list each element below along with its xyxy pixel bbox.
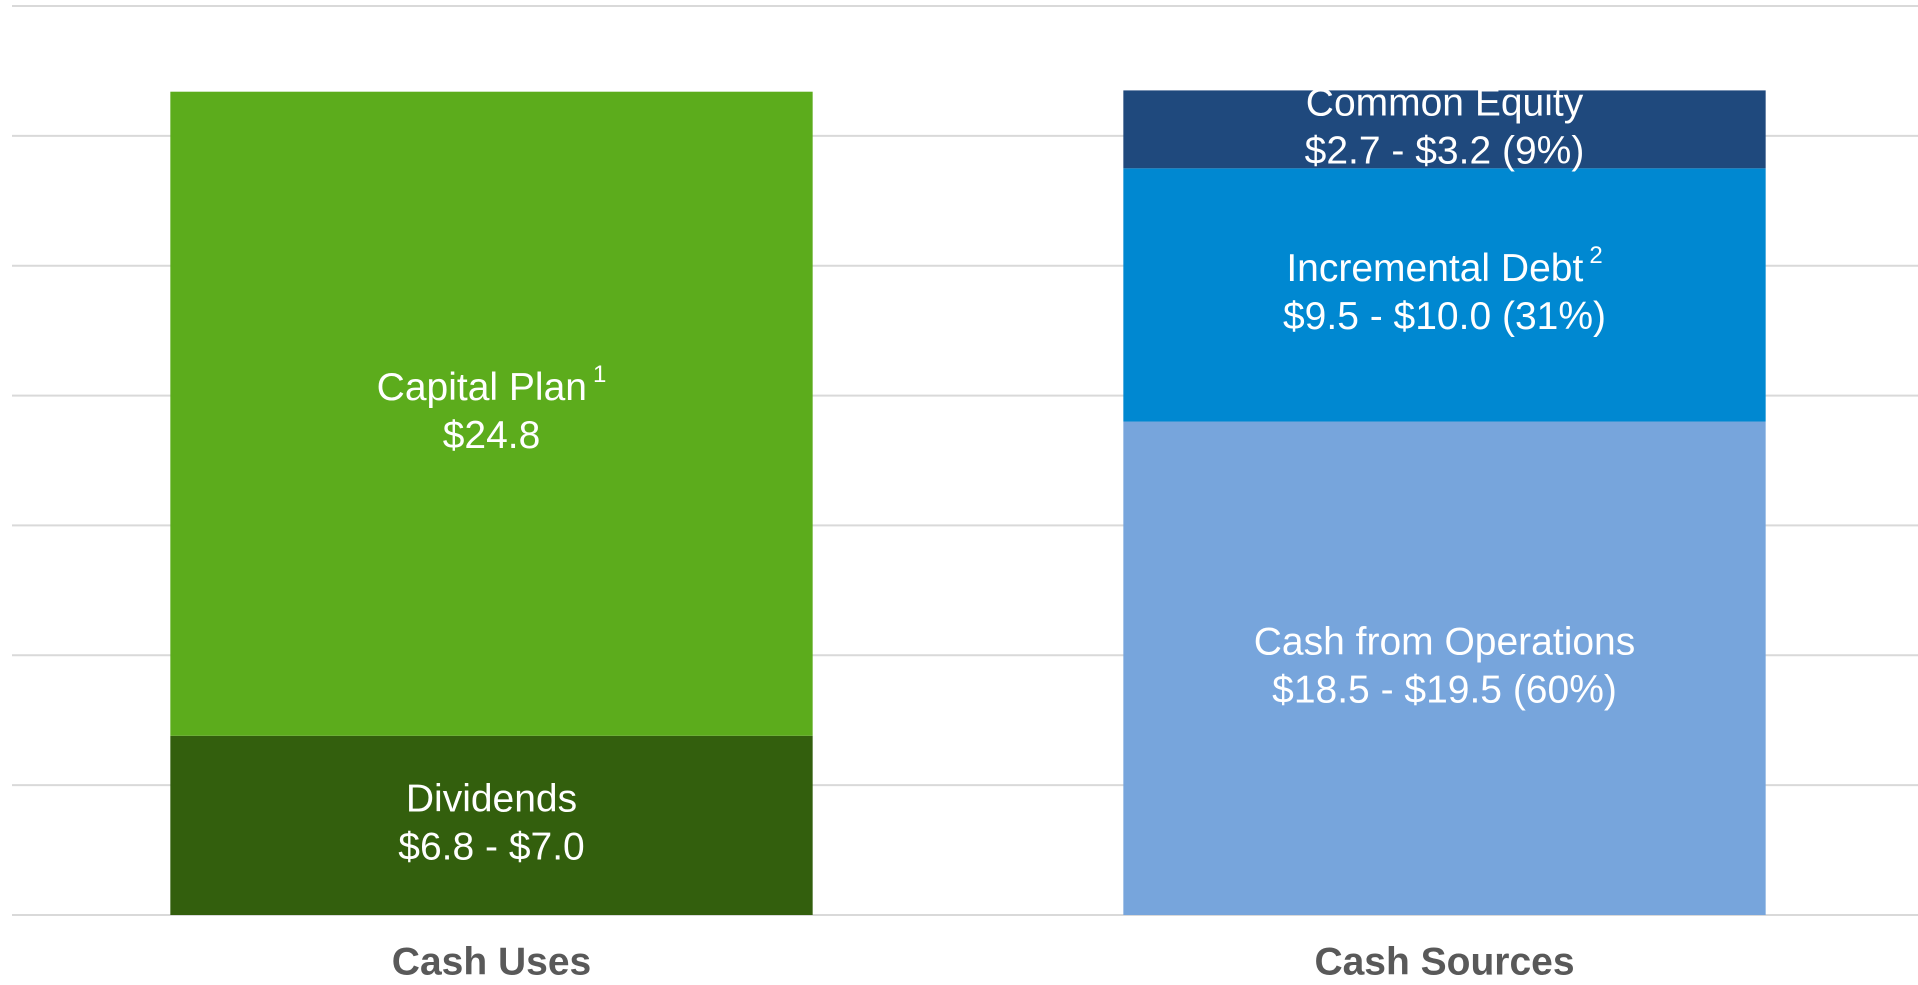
series-name: Incremental Debt: [1286, 247, 1583, 290]
bar-segment: [1123, 90, 1766, 169]
bar-segment: [170, 735, 813, 915]
segment-name: Cash from Operations: [1254, 621, 1636, 664]
series-name: Cash from Operations: [1254, 621, 1636, 664]
footnote: 1: [593, 361, 606, 388]
value-label: $24.8: [443, 414, 541, 457]
bar-segment: [1123, 168, 1766, 422]
value-label: $6.8 - $7.0: [398, 826, 584, 869]
series-name: Common Equity: [1306, 82, 1584, 125]
x-tick-label: Cash Uses: [392, 940, 591, 983]
x-tick-label: Cash Sources: [1314, 940, 1574, 983]
series-name: Dividends: [406, 778, 577, 821]
segment-name: Dividends: [406, 778, 577, 821]
footnote: 2: [1589, 242, 1602, 269]
bar-segment: [170, 91, 813, 736]
value-label: $2.7 - $3.2 (9%): [1305, 130, 1585, 173]
segment-name: Incremental Debt 2: [1286, 242, 1602, 290]
segment-name: Capital Plan 1: [377, 361, 607, 409]
value-label: $9.5 - $10.0 (31%): [1283, 295, 1606, 338]
value-label: $18.5 - $19.5 (60%): [1272, 669, 1617, 712]
segment-name: Common Equity: [1306, 82, 1584, 125]
bar-segment: [1123, 421, 1766, 915]
series-name: Capital Plan: [377, 366, 587, 409]
